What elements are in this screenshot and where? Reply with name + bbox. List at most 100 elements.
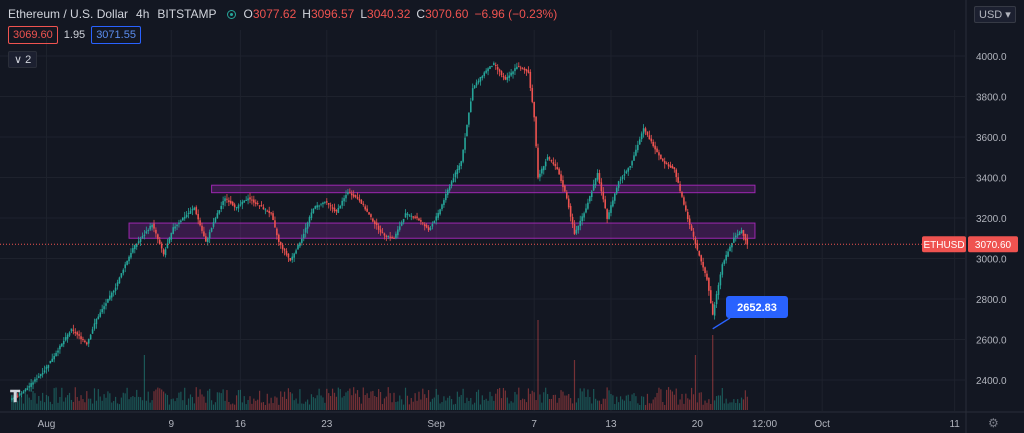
candle-body bbox=[525, 69, 528, 72]
candle-body bbox=[362, 203, 365, 205]
candle-body bbox=[239, 204, 242, 206]
indicators-collapse-button[interactable]: ∨ 2 bbox=[8, 51, 38, 68]
candle-body bbox=[500, 71, 503, 76]
volume-bar bbox=[667, 387, 670, 410]
candle-body bbox=[738, 232, 741, 235]
volume-bar bbox=[721, 388, 723, 410]
candle-body bbox=[222, 201, 224, 205]
volume-bar bbox=[702, 404, 704, 410]
currency-selector[interactable]: USD ▾ bbox=[974, 6, 1016, 23]
candle-body bbox=[450, 181, 453, 186]
candle-body bbox=[226, 198, 228, 200]
candle-body bbox=[260, 205, 263, 207]
candle-body bbox=[708, 277, 710, 291]
volume-bar bbox=[391, 402, 393, 410]
candle-body bbox=[139, 238, 142, 242]
candle-body bbox=[686, 211, 689, 219]
candle-body bbox=[72, 329, 75, 331]
volume-bar bbox=[47, 396, 49, 410]
candle-body bbox=[700, 255, 702, 262]
volume-bar bbox=[320, 395, 322, 410]
candle-body bbox=[208, 232, 211, 239]
volume-bar bbox=[606, 387, 608, 410]
candle-body bbox=[383, 233, 386, 236]
low-callout-label: 2652.83 bbox=[737, 302, 777, 314]
candle-body bbox=[80, 336, 82, 340]
interval-label[interactable]: 4h bbox=[136, 7, 150, 21]
volume-bar bbox=[226, 390, 228, 410]
volume-bar bbox=[51, 404, 53, 410]
candle-body bbox=[692, 231, 695, 237]
gear-icon[interactable]: ⚙ bbox=[988, 416, 999, 430]
volume-bar bbox=[235, 395, 238, 410]
volume-bar bbox=[255, 400, 257, 410]
volume-bar bbox=[270, 397, 272, 410]
volume-bar bbox=[445, 400, 447, 410]
time-tick-label: Sep bbox=[427, 419, 445, 430]
candle-body bbox=[610, 205, 612, 213]
candle-body bbox=[206, 238, 209, 243]
candle-body bbox=[623, 174, 626, 176]
volume-bar bbox=[514, 391, 516, 410]
volume-bar bbox=[251, 403, 253, 410]
volume-bar bbox=[541, 402, 543, 410]
buy-button[interactable]: 3071.55 bbox=[91, 26, 141, 44]
sell-button[interactable]: 3069.60 bbox=[8, 26, 58, 44]
volume-bar bbox=[128, 399, 130, 410]
candle-body bbox=[669, 165, 672, 168]
candle-body bbox=[360, 200, 363, 204]
volume-bar bbox=[191, 397, 193, 410]
candle-body bbox=[542, 166, 545, 171]
volume-bar bbox=[307, 399, 309, 410]
candle-body bbox=[249, 197, 251, 200]
volume-bar bbox=[397, 401, 399, 410]
volume-bar bbox=[518, 387, 520, 410]
volume-bar bbox=[639, 404, 641, 410]
candle-body bbox=[471, 88, 474, 101]
volume-bar bbox=[308, 404, 311, 410]
candle-body bbox=[539, 173, 541, 178]
volume-bar bbox=[138, 396, 140, 410]
volume-bar bbox=[184, 387, 186, 410]
candle-body bbox=[262, 207, 265, 210]
candle-body bbox=[558, 168, 560, 175]
volume-bar bbox=[153, 391, 155, 410]
volume-bar bbox=[621, 399, 624, 410]
volume-bar bbox=[533, 392, 535, 410]
candle-body bbox=[533, 101, 535, 118]
volume-bar bbox=[539, 394, 541, 410]
volume-bar bbox=[282, 396, 284, 410]
volume-bar bbox=[214, 402, 217, 410]
candle-body bbox=[356, 196, 359, 199]
volume-bar bbox=[182, 400, 184, 410]
volume-bar bbox=[406, 395, 409, 410]
volume-bar bbox=[696, 402, 698, 410]
candle-body bbox=[614, 193, 616, 201]
volume-bar bbox=[671, 391, 673, 410]
candle-body bbox=[640, 133, 643, 140]
volume-bar bbox=[314, 398, 316, 410]
candle-body bbox=[266, 210, 269, 212]
candle-body bbox=[41, 372, 44, 375]
symbol-header[interactable]: Ethereum / U.S. Dollar 4h BITSTAMP O 3077… bbox=[8, 6, 563, 22]
candle-body bbox=[231, 201, 234, 206]
candle-body bbox=[452, 178, 455, 182]
trade-buttons: 3069.60 1.95 3071.55 bbox=[8, 26, 141, 44]
volume-bar bbox=[669, 389, 672, 410]
candle-body bbox=[341, 200, 343, 206]
candle-body bbox=[706, 273, 708, 280]
candle-body bbox=[16, 395, 19, 397]
candle-body bbox=[464, 137, 466, 150]
volume-bar bbox=[573, 360, 576, 410]
candle-body bbox=[427, 227, 430, 231]
volume-bar bbox=[124, 393, 126, 410]
volume-bar bbox=[414, 393, 416, 410]
candle-body bbox=[197, 213, 199, 220]
volume-bar bbox=[443, 396, 445, 410]
candle-body bbox=[397, 229, 399, 236]
candle-body bbox=[742, 230, 745, 236]
volume-bar bbox=[257, 399, 259, 410]
candle-body bbox=[606, 209, 608, 219]
symbol-name[interactable]: Ethereum / U.S. Dollar bbox=[8, 7, 129, 21]
